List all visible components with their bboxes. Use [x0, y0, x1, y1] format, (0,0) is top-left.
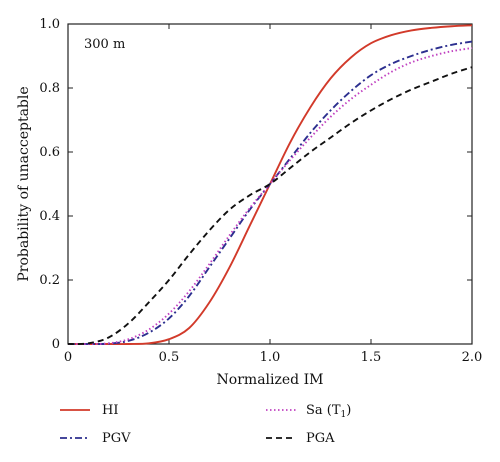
y-tick-label: 0.4 [39, 209, 60, 224]
axis-ticks [67, 23, 473, 345]
x-tick-label: 2.0 [462, 350, 483, 365]
legend-label-sa: Sa (T1) [306, 403, 351, 420]
series-line-pga [67, 66, 473, 345]
legend-label-pgv: PGV [102, 431, 131, 446]
series-lines [67, 24, 473, 345]
x-axis-title: Normalized IM [217, 372, 324, 388]
x-tick-labels: 0 0.5 1.0 1.5 2.0 [64, 350, 482, 365]
series-line-pgv [67, 40, 473, 345]
legend-label-pga: PGA [306, 431, 335, 446]
legend-item-hi: HI [60, 403, 118, 418]
x-tick-label: 1.5 [361, 350, 382, 365]
legend-item-sa: Sa (T1) [266, 403, 351, 420]
x-tick-label: 0 [64, 350, 72, 365]
depth-annotation: 300 m [84, 37, 125, 52]
y-tick-label: 0.8 [39, 81, 60, 96]
x-tick-label: 1.0 [260, 350, 281, 365]
series-line-sa-t1 [67, 47, 473, 345]
y-tick-label: 0 [52, 337, 60, 352]
y-axis-title: Probability of unacceptable [16, 86, 32, 281]
legend-label-hi: HI [102, 403, 118, 418]
legend-item-pgv: PGV [60, 431, 131, 446]
x-tick-label: 0.5 [159, 350, 180, 365]
legend-item-pga: PGA [266, 431, 335, 446]
y-tick-label: 1.0 [39, 17, 60, 32]
y-tick-labels: 0 0.2 0.4 0.6 0.8 1.0 [39, 17, 60, 352]
legend: HI PGV Sa (T1) PGA [60, 403, 351, 446]
y-tick-label: 0.6 [39, 145, 60, 160]
y-tick-label: 0.2 [39, 273, 60, 288]
